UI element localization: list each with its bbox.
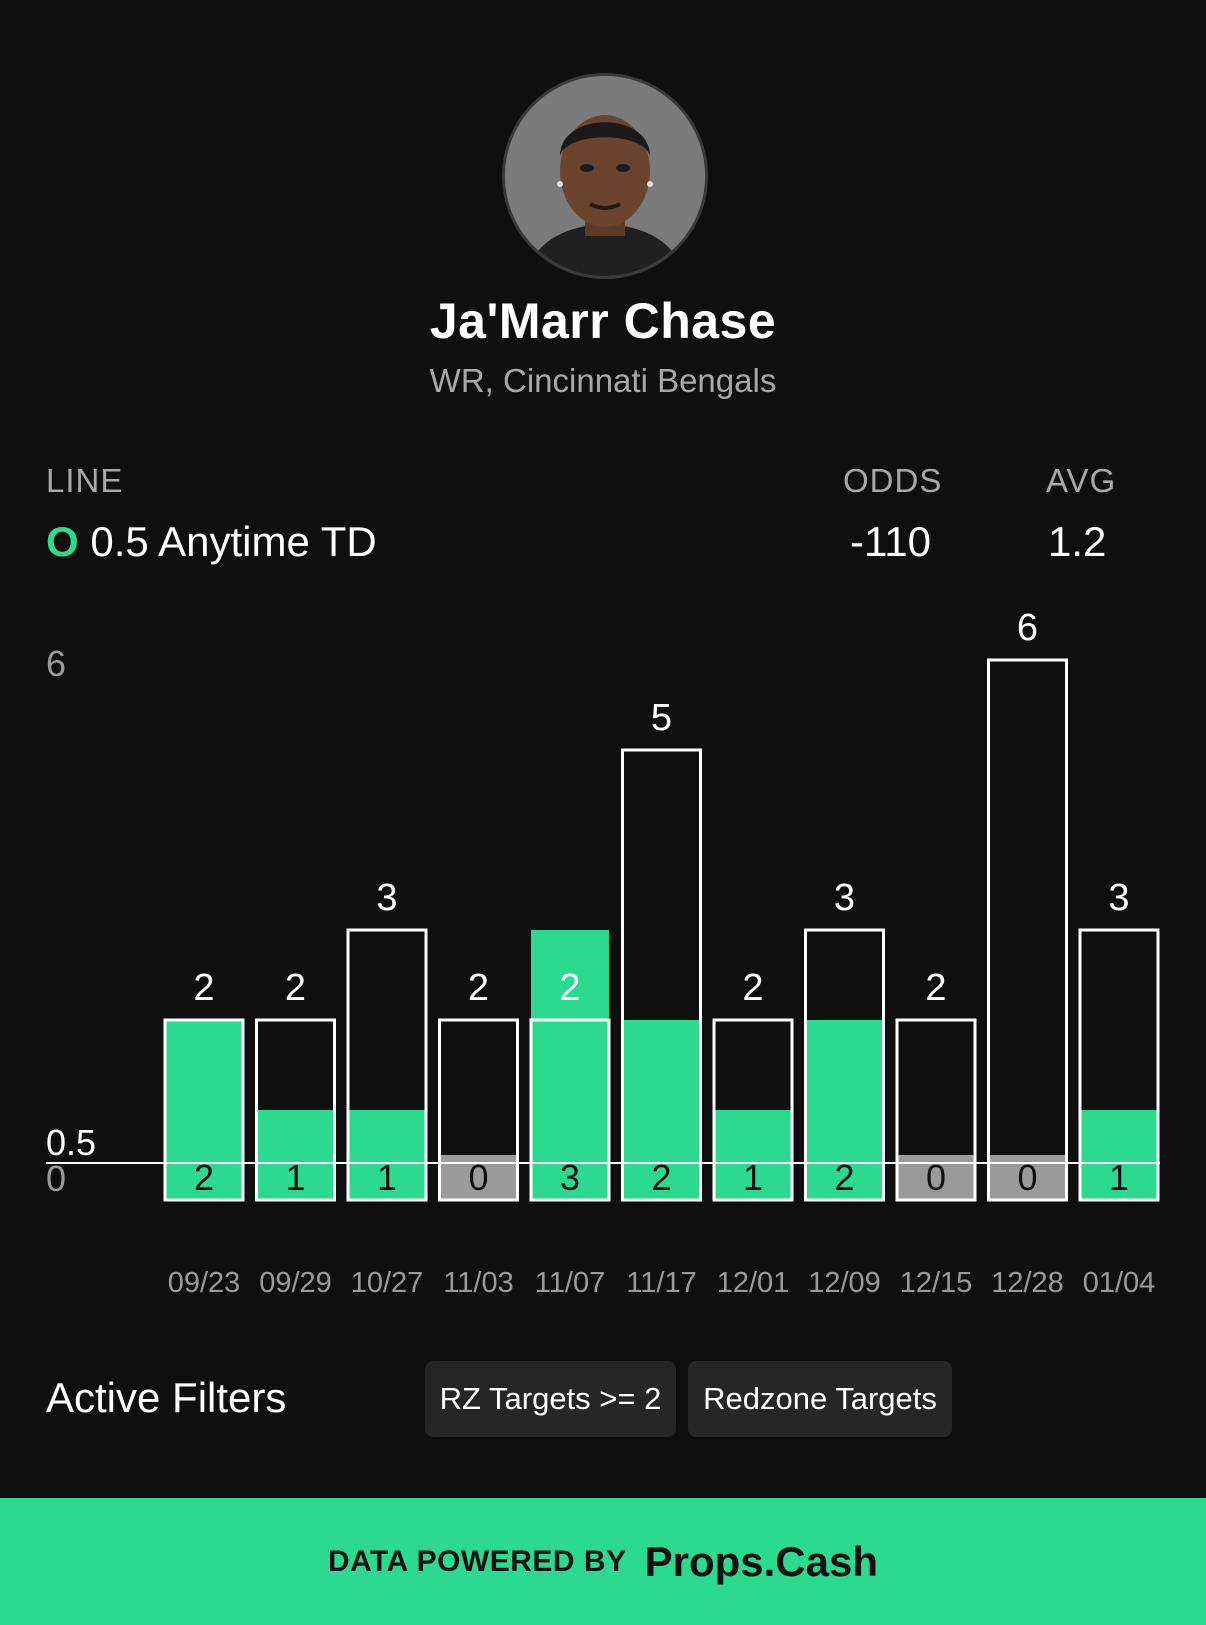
line-text: 0.5 Anytime TD xyxy=(90,518,377,565)
bar-outline xyxy=(987,658,1068,1202)
bar-top-label: 2 xyxy=(559,967,580,1009)
avg-value: 1.2 xyxy=(1048,518,1107,565)
bar-top-label: 2 xyxy=(925,967,946,1009)
x-tick-date: 09/29 xyxy=(259,1267,332,1299)
player-position-team: WR, Cincinnati Bengals xyxy=(429,362,777,399)
active-filters-title: Active Filters xyxy=(46,1374,287,1421)
x-tick-date: 09/23 xyxy=(168,1267,241,1299)
player-photo xyxy=(505,76,705,276)
bar-inner-label: 1 xyxy=(1109,1157,1129,1198)
bar-top-label: 5 xyxy=(651,697,672,739)
bar-top-label: 6 xyxy=(1017,607,1038,649)
bar-outline xyxy=(804,928,885,1202)
bar-top-label: 2 xyxy=(742,967,763,1009)
player-name: Ja'Marr Chase xyxy=(429,293,777,349)
x-tick-date: 11/17 xyxy=(626,1267,696,1299)
bar-inner-label: 1 xyxy=(377,1157,397,1198)
footer-powered-by: DATA POWERED BY xyxy=(327,1544,627,1578)
over-indicator: O xyxy=(46,518,79,565)
y-tick-6: 6 xyxy=(46,643,66,684)
bar-inner-label: 0 xyxy=(468,1157,488,1198)
odds-value: -110 xyxy=(850,518,931,565)
x-tick-date: 11/07 xyxy=(535,1267,605,1299)
bar-inner-label: 1 xyxy=(743,1157,763,1198)
line-value: O 0.5 Anytime TD xyxy=(46,518,377,566)
bar-inner-fill xyxy=(1080,1110,1158,1200)
x-tick-date: 01/04 xyxy=(1083,1267,1156,1299)
bar-outline xyxy=(255,1018,336,1202)
footer-brand: Props.Cash xyxy=(644,1537,878,1585)
bar-top-label: 3 xyxy=(376,877,397,919)
x-tick-date: 12/28 xyxy=(991,1267,1064,1299)
bar-inner-fill xyxy=(256,1110,335,1200)
bar-inner-label: 2 xyxy=(651,1157,671,1198)
x-tick-date: 10/27 xyxy=(351,1267,424,1299)
x-tick-date: 12/01 xyxy=(717,1267,790,1299)
filter-chip-rz-targets[interactable]: RZ Targets >= 2 xyxy=(425,1361,676,1437)
bar-outline xyxy=(346,928,428,1202)
bar-inner-label: 0 xyxy=(1017,1157,1037,1198)
bar-inner-label: 3 xyxy=(560,1157,580,1198)
bar-outline xyxy=(163,1018,245,1202)
bar-outline xyxy=(1078,928,1160,1202)
bar-top-label: 2 xyxy=(468,967,489,1009)
player-avatar xyxy=(502,73,708,279)
bar-outline xyxy=(438,1018,519,1202)
bar-inner-label: 2 xyxy=(834,1157,854,1198)
bar-inner-fill xyxy=(165,1020,243,1200)
filter-chip-redzone-targets[interactable]: Redzone Targets xyxy=(688,1361,952,1437)
game-log-bar-chart: 62209/23WAS2109/29@CAR3110/27PHI2011/03L… xyxy=(46,607,1160,1299)
bar-inner-fill xyxy=(714,1110,792,1200)
bar-inner-fill xyxy=(348,1110,426,1200)
bar-outline xyxy=(621,748,702,1202)
bar-inner-fill xyxy=(805,1020,884,1200)
bar-inner-label: 0 xyxy=(926,1157,946,1198)
bar-outline xyxy=(895,1018,977,1202)
bar-top-label: 2 xyxy=(285,967,306,1009)
bar-inner-fill xyxy=(531,930,609,1200)
odds-label: ODDS xyxy=(843,462,943,499)
x-tick-date: 12/09 xyxy=(808,1267,881,1299)
y-tick-0: 0 xyxy=(46,1158,66,1199)
bar-top-label: 3 xyxy=(834,877,855,919)
bar-inner-label: 2 xyxy=(194,1157,214,1198)
bar-inner-label: 1 xyxy=(285,1157,305,1198)
footer-banner: DATA POWERED BY Props.Cash xyxy=(0,1498,1206,1625)
bar-outline xyxy=(712,1018,794,1202)
line-label: LINE xyxy=(46,462,124,499)
bar-outline xyxy=(529,1018,611,1202)
bar-top-label: 2 xyxy=(193,967,214,1009)
x-tick-date: 11/03 xyxy=(443,1267,513,1299)
bar-inner-fill xyxy=(622,1020,701,1200)
bar-top-label: 3 xyxy=(1108,877,1129,919)
x-tick-date: 12/15 xyxy=(900,1267,973,1299)
y-tick-line: 0.5 xyxy=(46,1122,96,1163)
avg-label: AVG xyxy=(1046,462,1117,499)
